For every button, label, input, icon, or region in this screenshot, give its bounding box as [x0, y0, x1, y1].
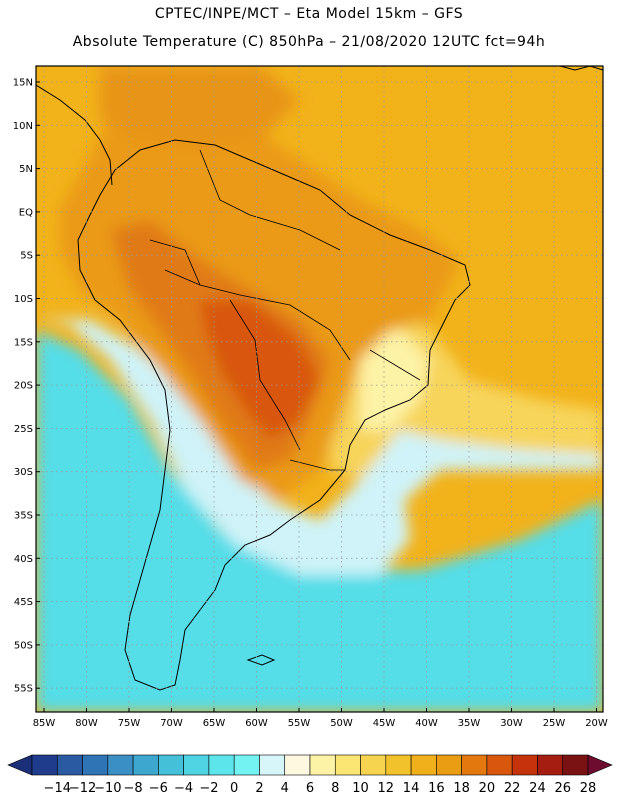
colorbar-swatch [132, 754, 159, 776]
colorbar-right-cap [587, 754, 613, 776]
colorbar-label: 20 [478, 781, 496, 796]
lat-label: 15N [13, 78, 33, 89]
colorbar-label: −12 [68, 781, 97, 796]
lon-label: 75W [118, 718, 141, 729]
colorbar-label: −2 [199, 781, 219, 796]
colorbar-swatch [334, 754, 361, 776]
lat-label: 10N [13, 121, 33, 132]
coastlines [36, 66, 603, 691]
colorbar-label: 14 [402, 781, 420, 796]
colorbar-swatch [259, 754, 286, 776]
colorbar-swatch [410, 754, 437, 776]
lon-label: 35W [458, 718, 481, 729]
lat-label: 15S [14, 337, 33, 348]
colorbar-swatch [309, 754, 336, 776]
lon-label: 65W [203, 718, 226, 729]
colorbar-label: −8 [123, 781, 143, 796]
colorbar-label: 28 [579, 781, 597, 796]
colorbar-swatch [208, 754, 235, 776]
lon-label: 50W [330, 718, 353, 729]
colorbar-swatch [107, 754, 134, 776]
lon-label: 45W [373, 718, 396, 729]
lon-label: 80W [75, 718, 98, 729]
lon-label: 20W [585, 718, 608, 729]
colorbar-label: 12 [377, 781, 395, 796]
colorbar-swatch [31, 754, 58, 776]
colorbar-swatch [562, 754, 589, 776]
colorbar-label: 10 [352, 781, 369, 796]
colorbar-swatch [511, 754, 538, 776]
colorbar-swatch [537, 754, 564, 776]
latitude-labels: 15N 10N 5N EQ 5S 10S 15S 20S 25S 30S 35S 40S 45S 50S 5… [13, 78, 40, 695]
colorbar-label: 24 [529, 781, 546, 796]
longitude-labels: 85W 80W 75W 70W 65W 60W 55W 50W 45W 40W 35W 30W 25W 2… [33, 708, 608, 729]
map-frame [35, 65, 604, 713]
lat-label: EQ [19, 207, 33, 218]
colorbar-label: −14 [43, 781, 71, 796]
colorbar-swatch [233, 754, 260, 776]
lat-label: 10S [14, 294, 33, 305]
lat-label: 40S [14, 554, 33, 565]
temperature-field [36, 66, 603, 712]
lat-label: 20S [14, 381, 33, 392]
colorbar-label: 2 [255, 781, 264, 796]
colorbar-label: 18 [453, 781, 470, 796]
colorbar-swatch [436, 754, 462, 776]
lat-label: 25S [14, 424, 33, 435]
lon-label: 60W [245, 718, 268, 729]
colorbar [7, 754, 613, 776]
lon-label: 85W [33, 718, 56, 729]
colorbar-swatch [56, 754, 83, 776]
colorbar-label: 8 [331, 781, 340, 796]
colorbar-label: 0 [230, 781, 239, 796]
lat-label: 45S [14, 597, 33, 608]
colorbar-swatch [82, 754, 109, 776]
colorbar-swatch [360, 754, 387, 776]
lat-label: 50S [14, 640, 33, 651]
lon-label: 40W [415, 718, 438, 729]
colorbar-swatch [183, 754, 210, 776]
lat-label: 30S [14, 467, 33, 478]
colorbar-left-cap [7, 754, 33, 776]
lon-label: 30W [500, 718, 523, 729]
lat-label: 55S [14, 684, 33, 695]
lat-label: 5N [19, 164, 33, 175]
colorbar-label: −10 [94, 781, 122, 796]
colorbar-label: −6 [148, 781, 168, 796]
colorbar-label: 6 [305, 781, 315, 796]
lat-label: 35S [14, 511, 33, 522]
lon-label: 70W [160, 718, 183, 729]
title-line-1: CPTEC/INPE/MCT – Eta Model 15km – GFS [154, 6, 464, 22]
colorbar-swatch [385, 754, 412, 776]
lon-label: 55W [288, 718, 311, 729]
colorbar-swatch [461, 754, 488, 776]
lat-label: 5S [20, 251, 33, 262]
colorbar-label: −4 [174, 781, 194, 796]
colorbar-swatch [284, 754, 311, 776]
colorbar-label: 26 [554, 781, 571, 796]
colorbar-swatch [486, 754, 513, 776]
colorbar-swatch [158, 754, 184, 776]
colorbar-label: 16 [428, 781, 445, 796]
colorbar-label: 4 [280, 781, 289, 796]
lon-label: 25W [543, 718, 566, 729]
colorbar-label: 22 [503, 781, 521, 796]
title-line-2: Absolute Temperature (C) 850hPa – 21/08/… [72, 34, 546, 50]
